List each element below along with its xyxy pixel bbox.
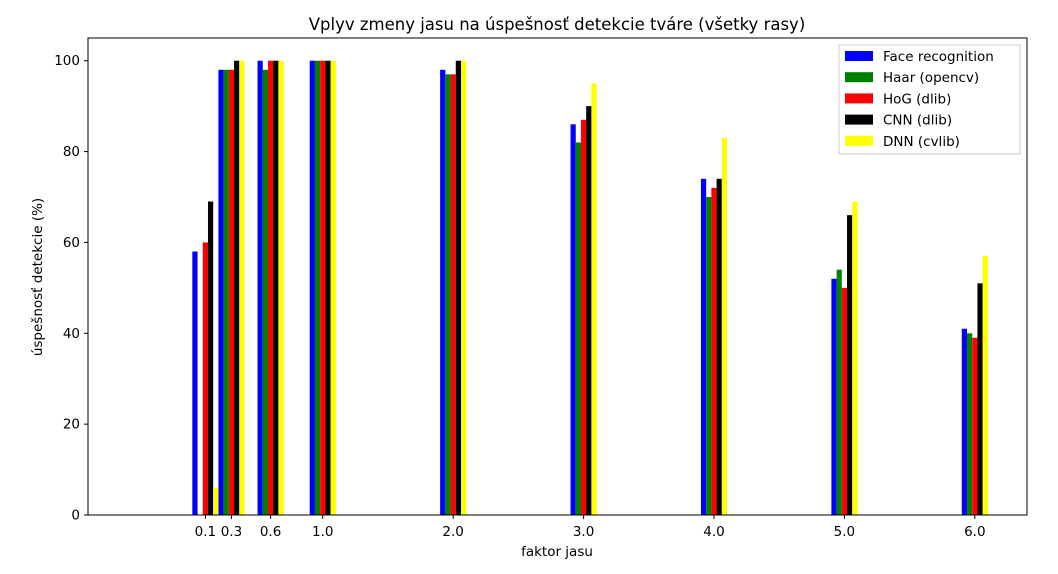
bar-1-1: [223, 69, 229, 516]
x-tick-label: 0.3: [221, 524, 242, 540]
bar-3-8: [977, 283, 983, 515]
y-axis-label: úspešnosť detekcie (%): [30, 198, 46, 356]
legend-swatch: [845, 135, 873, 146]
bar-2-6: [711, 187, 717, 515]
bar-2-1: [228, 69, 235, 516]
bar-3-0: [207, 201, 214, 516]
bar-2-3: [320, 60, 326, 516]
bar-4-8: [982, 256, 988, 515]
legend-swatch: [845, 72, 873, 83]
x-tick-label: 4.0: [703, 524, 724, 540]
bar-2-7: [841, 287, 848, 515]
bar-3-1: [234, 60, 240, 516]
y-axis: 0 20 40 60 80 100: [54, 53, 88, 524]
x-axis-label: faktor jasu: [521, 544, 593, 560]
legend-swatch: [845, 51, 873, 61]
bar-1-3: [314, 60, 321, 516]
bar-0-5: [570, 124, 576, 515]
bar-2-0: [202, 242, 208, 515]
bar-4-2: [278, 60, 284, 516]
y-tick-label: 40: [63, 326, 80, 342]
plot-frame: [87, 37, 1028, 516]
bar-1-7: [836, 269, 842, 515]
bar-3-7: [847, 215, 853, 516]
legend-label: Haar (opencv): [883, 70, 979, 86]
x-tick-label: 1.0: [312, 524, 333, 540]
legend-label: HoG (dlib): [883, 91, 951, 107]
bar-3-3: [325, 60, 331, 516]
bar-0-1: [218, 69, 224, 516]
bar-0-8: [961, 328, 968, 515]
legend-label: CNN (dlib): [883, 113, 952, 129]
legend-swatch: [845, 114, 873, 125]
bar-0-6: [700, 178, 707, 515]
x-axis: 0.1 0.3 0.6 1.0 2.0 3.0 4.0 5.0 6.0: [195, 515, 986, 540]
bar-2-4: [450, 74, 456, 515]
bar-4-4: [460, 60, 467, 516]
y-tick-label: 100: [54, 53, 80, 69]
y-tick-label: 0: [71, 508, 80, 524]
legend-swatch: [845, 93, 873, 104]
y-tick-label: 60: [63, 235, 80, 251]
bar-1-2: [262, 69, 268, 516]
x-tick-label: 3.0: [573, 524, 594, 540]
bar-1-5: [575, 142, 581, 516]
x-tick-label: 5.0: [834, 524, 855, 540]
bar-2-2: [267, 60, 274, 516]
legend: Face recognition Haar (opencv) HoG (dlib) C…: [838, 44, 1021, 155]
legend-label: DNN (cvlib): [883, 134, 960, 150]
bar-3-2: [273, 60, 279, 516]
y-tick-label: 20: [63, 417, 80, 433]
x-tick-label: 0.6: [260, 524, 281, 540]
bar-0-0: [192, 251, 198, 515]
bar-0-7: [831, 278, 837, 515]
x-tick-label: 2.0: [442, 524, 463, 540]
y-tick-label: 80: [63, 144, 80, 160]
bar-4-7: [852, 201, 858, 516]
bar-4-5: [591, 83, 597, 516]
bar-2-8: [972, 337, 978, 515]
bar-1-6: [706, 197, 712, 515]
x-tick-label: 6.0: [964, 524, 985, 540]
x-tick-label: 0.1: [195, 524, 216, 540]
bar-1-8: [967, 333, 973, 515]
chart-title: Vplyv zmeny jasu na úspešnosť detekcie t…: [309, 15, 806, 34]
legend-label: Face recognition: [883, 49, 994, 65]
bar-2-5: [580, 119, 587, 516]
bar-4-3: [330, 60, 336, 516]
bar-3-4: [455, 60, 461, 516]
bar-0-2: [257, 60, 263, 516]
bar-0-4: [440, 69, 446, 516]
bars-layer: [192, 60, 988, 516]
bar-4-6: [721, 137, 728, 515]
bar-3-5: [586, 106, 592, 515]
bar-3-6: [716, 178, 722, 515]
bar-4-0: [213, 487, 219, 515]
bar-0-3: [309, 60, 315, 516]
bar-1-4: [445, 74, 451, 515]
bar-4-1: [239, 60, 245, 516]
